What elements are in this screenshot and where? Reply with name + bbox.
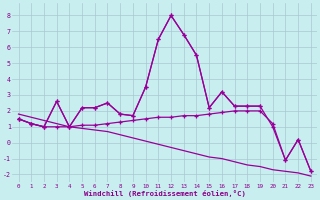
X-axis label: Windchill (Refroidissement éolien,°C): Windchill (Refroidissement éolien,°C) bbox=[84, 190, 246, 197]
